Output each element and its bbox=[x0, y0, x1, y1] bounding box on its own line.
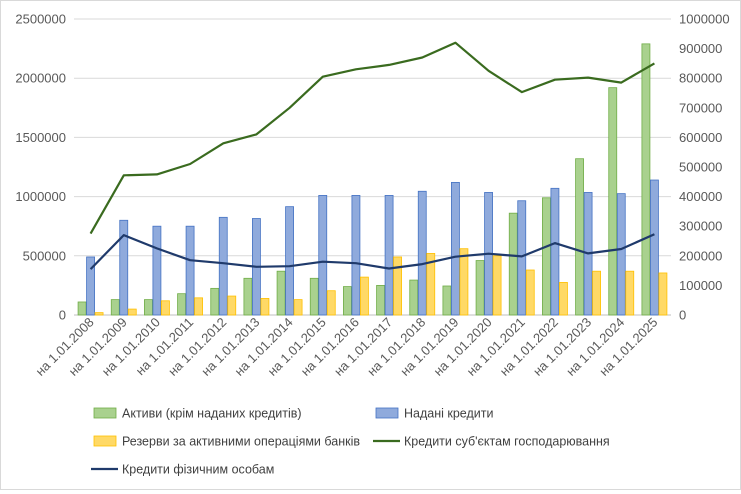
y-right-tick-label: 500000 bbox=[679, 160, 722, 175]
y-left-tick-label: 0 bbox=[59, 308, 66, 323]
legend-label: Надані кредити bbox=[404, 407, 493, 421]
legend-label: Активи (крім наданих кредитів) bbox=[122, 407, 302, 421]
bar-2-4 bbox=[228, 296, 236, 315]
y-right-tick-label: 700000 bbox=[679, 100, 722, 115]
bar-0-7 bbox=[310, 278, 318, 315]
y-right-tick-label: 200000 bbox=[679, 248, 722, 263]
bar-1-8 bbox=[352, 195, 360, 315]
bar-2-9 bbox=[394, 257, 402, 315]
y-right-tick-label: 600000 bbox=[679, 130, 722, 145]
y-right-tick-label: 400000 bbox=[679, 189, 722, 204]
bar-0-11 bbox=[443, 286, 451, 315]
bar-0-14 bbox=[542, 198, 550, 315]
bar-2-0 bbox=[95, 313, 103, 315]
bar-1-9 bbox=[385, 195, 393, 315]
legend-swatch-0 bbox=[94, 408, 116, 418]
bar-2-13 bbox=[526, 270, 534, 315]
bar-0-12 bbox=[476, 261, 484, 315]
bar-0-10 bbox=[410, 280, 418, 315]
bar-2-12 bbox=[493, 256, 501, 315]
bar-1-6 bbox=[286, 207, 294, 315]
bar-1-16 bbox=[617, 194, 625, 315]
y-left-tick-label: 1000000 bbox=[15, 189, 66, 204]
bar-1-11 bbox=[451, 182, 459, 315]
bar-1-17 bbox=[650, 180, 658, 315]
bar-0-15 bbox=[576, 159, 584, 315]
bar-2-6 bbox=[294, 300, 302, 315]
bar-2-14 bbox=[559, 282, 567, 315]
bar-2-8 bbox=[360, 277, 368, 315]
bar-2-2 bbox=[161, 301, 169, 315]
bar-1-3 bbox=[186, 226, 194, 315]
bar-2-7 bbox=[327, 291, 335, 315]
legend-swatch-2 bbox=[94, 436, 116, 446]
bar-2-1 bbox=[128, 309, 136, 315]
bar-0-0 bbox=[78, 302, 86, 315]
bar-2-16 bbox=[626, 271, 634, 315]
bar-0-6 bbox=[277, 271, 285, 315]
bar-0-5 bbox=[244, 278, 252, 315]
bar-1-14 bbox=[551, 188, 559, 315]
bar-2-3 bbox=[195, 298, 203, 315]
bar-2-11 bbox=[460, 249, 468, 315]
legend-label: Резерви за активними операціями банків bbox=[122, 435, 360, 449]
bar-0-1 bbox=[111, 300, 119, 315]
y-left-tick-label: 1500000 bbox=[15, 130, 66, 145]
bar-0-13 bbox=[509, 213, 517, 315]
y-right-tick-label: 800000 bbox=[679, 71, 722, 86]
legend-swatch-1 bbox=[376, 408, 398, 418]
y-left-tick-label: 500000 bbox=[23, 248, 66, 263]
bar-1-2 bbox=[153, 226, 161, 315]
y-right-tick-label: 0 bbox=[679, 308, 686, 323]
legend-label: Кредити фізичним особам bbox=[122, 463, 274, 477]
bar-0-2 bbox=[144, 300, 152, 315]
y-right-tick-label: 300000 bbox=[679, 219, 722, 234]
bar-1-4 bbox=[219, 217, 227, 315]
series-line-3 bbox=[91, 43, 655, 234]
y-right-tick-label: 1000000 bbox=[679, 12, 730, 27]
bar-2-17 bbox=[659, 273, 667, 315]
y-right-tick-label: 900000 bbox=[679, 41, 722, 56]
bar-0-4 bbox=[211, 288, 219, 315]
bar-0-8 bbox=[343, 287, 351, 315]
y-left-tick-label: 2500000 bbox=[15, 12, 66, 27]
bar-1-13 bbox=[518, 201, 526, 315]
bar-2-15 bbox=[593, 271, 601, 315]
bar-0-9 bbox=[377, 285, 385, 315]
bar-1-7 bbox=[319, 195, 327, 315]
y-right-tick-label: 100000 bbox=[679, 278, 722, 293]
bar-2-5 bbox=[261, 298, 269, 315]
y-left-tick-label: 2000000 bbox=[15, 71, 66, 86]
legend-label: Кредити суб'єктам господарювання bbox=[404, 435, 610, 449]
bar-0-16 bbox=[609, 88, 617, 315]
bar-0-17 bbox=[642, 44, 650, 315]
bar-1-10 bbox=[418, 191, 426, 315]
series-line-4 bbox=[91, 234, 655, 269]
bar-0-3 bbox=[178, 294, 186, 315]
